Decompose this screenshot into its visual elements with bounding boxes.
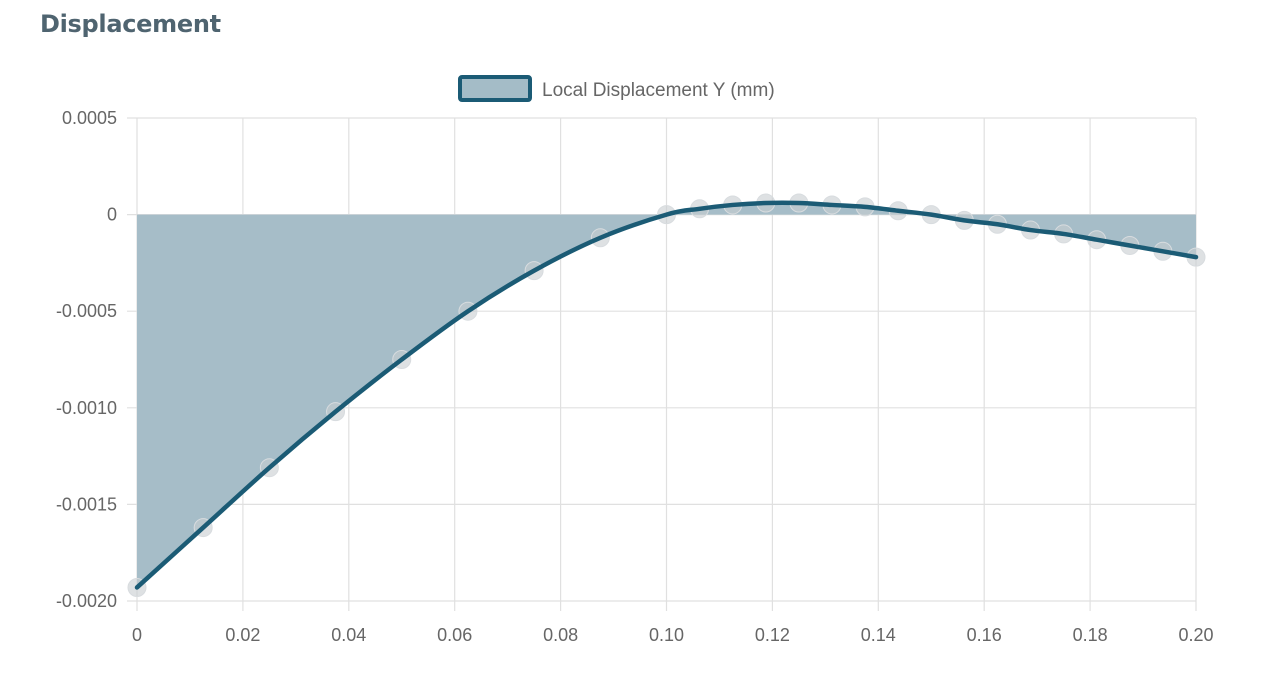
series-line [134, 200, 1199, 590]
legend-label[interactable]: Local Displacement Y (mm) [542, 80, 775, 101]
y-axis-ticks: 0.0005 0 -0.0005 -0.0010 -0.0015 -0.0020 [56, 108, 117, 611]
area-fill [137, 202, 1196, 588]
y-tick-label: -0.0015 [56, 494, 117, 514]
panel-title: Displacement [40, 10, 221, 38]
x-tick-label: 0.02 [225, 625, 260, 645]
x-tick-label: 0.04 [331, 625, 366, 645]
legend[interactable]: Local Displacement Y (mm) [458, 75, 775, 102]
y-tick-label: 0 [107, 205, 117, 225]
y-tick-label: -0.0010 [56, 398, 117, 418]
y-tick-label: -0.0020 [56, 591, 117, 611]
x-axis-ticks: 0 0.02 0.04 0.06 0.08 0.10 0.12 0.14 0.16 0.18 0.2… [132, 625, 1214, 645]
legend-swatch[interactable] [458, 75, 532, 102]
x-tick-label: 0.10 [649, 625, 684, 645]
series-area-fill [137, 202, 1196, 588]
y-tick-label: -0.0005 [56, 301, 117, 321]
x-tick-label: 0.08 [543, 625, 578, 645]
x-tick-label: 0.20 [1178, 625, 1213, 645]
y-tick-label: 0.0005 [62, 108, 117, 128]
x-tick-label: 0.06 [437, 625, 472, 645]
x-tick-label: 0.18 [1073, 625, 1108, 645]
x-tick-label: 0.14 [861, 625, 896, 645]
x-tick-label: 0.16 [967, 625, 1002, 645]
line-path [134, 200, 1199, 590]
x-tick-label: 0 [132, 625, 142, 645]
x-tick-label: 0.12 [755, 625, 790, 645]
